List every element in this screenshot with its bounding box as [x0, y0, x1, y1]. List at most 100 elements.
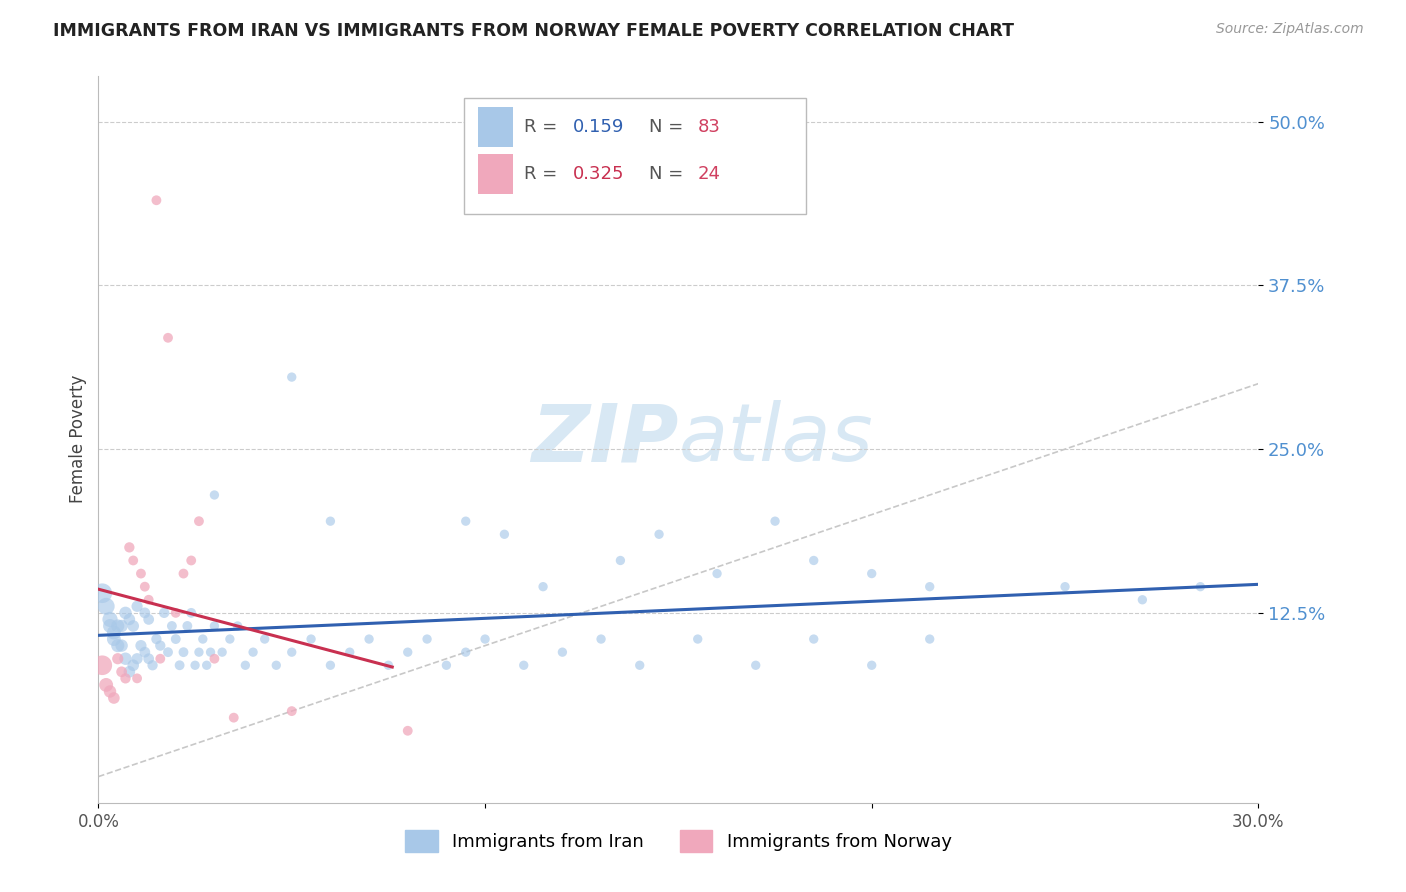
- Point: [122, 619, 145, 633]
- Point: [103, 625, 125, 640]
- Y-axis label: Female Poverty: Female Poverty: [69, 376, 87, 503]
- Point: [226, 619, 249, 633]
- Point: [763, 514, 786, 528]
- Point: [176, 619, 198, 633]
- Point: [628, 658, 651, 673]
- Point: [127, 599, 149, 614]
- Point: [204, 619, 226, 633]
- Text: IMMIGRANTS FROM IRAN VS IMMIGRANTS FROM NORWAY FEMALE POVERTY CORRELATION CHART: IMMIGRANTS FROM IRAN VS IMMIGRANTS FROM …: [53, 22, 1014, 40]
- Point: [172, 645, 194, 659]
- Point: [127, 671, 149, 685]
- Point: [141, 658, 165, 673]
- Point: [98, 619, 121, 633]
- Point: [180, 606, 202, 620]
- Point: [107, 619, 129, 633]
- Point: [103, 632, 125, 646]
- Text: 0.159: 0.159: [572, 118, 624, 136]
- Point: [195, 658, 218, 673]
- Point: [127, 651, 149, 665]
- Legend: Immigrants from Iran, Immigrants from Norway: Immigrants from Iran, Immigrants from No…: [398, 822, 959, 859]
- Point: [129, 566, 152, 581]
- Bar: [478, 107, 513, 146]
- Point: [454, 514, 477, 528]
- Point: [474, 632, 496, 646]
- Point: [281, 704, 304, 718]
- FancyBboxPatch shape: [464, 97, 806, 214]
- Point: [114, 671, 136, 685]
- Point: [122, 553, 145, 567]
- Point: [138, 592, 160, 607]
- Point: [531, 580, 554, 594]
- Point: [648, 527, 671, 541]
- Point: [745, 658, 768, 673]
- Point: [591, 632, 613, 646]
- Point: [319, 514, 342, 528]
- Text: atlas: atlas: [678, 401, 873, 478]
- Point: [91, 586, 114, 600]
- Point: [122, 658, 145, 673]
- Point: [165, 606, 187, 620]
- Point: [396, 723, 419, 738]
- Point: [149, 639, 172, 653]
- Point: [211, 645, 233, 659]
- Point: [111, 639, 132, 653]
- Point: [134, 606, 156, 620]
- Point: [138, 612, 160, 626]
- Text: N =: N =: [650, 118, 689, 136]
- Point: [235, 658, 257, 673]
- Point: [169, 658, 191, 673]
- Point: [129, 639, 152, 653]
- Point: [253, 632, 276, 646]
- Point: [98, 684, 121, 698]
- Point: [299, 632, 322, 646]
- Text: 83: 83: [699, 118, 721, 136]
- Point: [513, 658, 536, 673]
- Point: [184, 658, 207, 673]
- Point: [1189, 580, 1212, 594]
- Point: [219, 632, 242, 646]
- Point: [138, 651, 160, 665]
- Point: [706, 566, 728, 581]
- Point: [118, 665, 141, 679]
- Point: [149, 651, 172, 665]
- Point: [803, 553, 825, 567]
- Point: [494, 527, 516, 541]
- Point: [172, 566, 194, 581]
- Point: [1054, 580, 1077, 594]
- Point: [803, 632, 825, 646]
- Point: [860, 566, 883, 581]
- Point: [98, 612, 121, 626]
- Text: Source: ZipAtlas.com: Source: ZipAtlas.com: [1216, 22, 1364, 37]
- Point: [134, 645, 156, 659]
- Point: [436, 658, 458, 673]
- Point: [114, 651, 136, 665]
- Point: [145, 194, 167, 208]
- Point: [359, 632, 381, 646]
- Point: [242, 645, 264, 659]
- Point: [188, 514, 211, 528]
- Point: [454, 645, 477, 659]
- Point: [281, 370, 304, 384]
- Text: R =: R =: [524, 118, 564, 136]
- Point: [918, 632, 941, 646]
- Text: R =: R =: [524, 165, 564, 183]
- Point: [222, 711, 245, 725]
- Point: [96, 599, 118, 614]
- Point: [145, 632, 167, 646]
- Point: [157, 331, 180, 345]
- Point: [319, 658, 342, 673]
- Point: [609, 553, 631, 567]
- Point: [160, 619, 183, 633]
- Point: [91, 658, 114, 673]
- Point: [204, 651, 226, 665]
- Point: [107, 639, 129, 653]
- Point: [918, 580, 941, 594]
- Point: [157, 645, 180, 659]
- Point: [153, 606, 176, 620]
- Point: [96, 678, 118, 692]
- Point: [377, 658, 399, 673]
- Point: [103, 691, 125, 706]
- Point: [134, 580, 156, 594]
- Point: [188, 645, 211, 659]
- Text: 24: 24: [699, 165, 721, 183]
